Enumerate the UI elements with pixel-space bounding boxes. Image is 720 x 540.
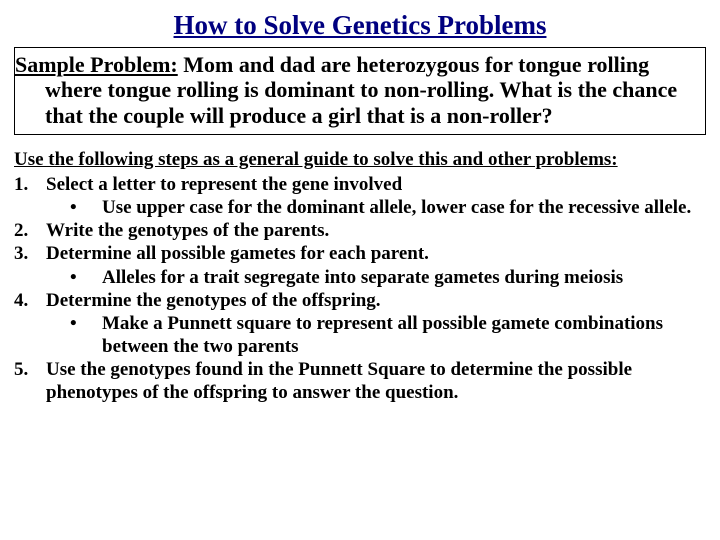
step-3: 3. Determine all possible gametes for ea… (14, 242, 706, 288)
step-1-sub: • Use upper case for the dominant allele… (46, 196, 706, 219)
bullet-icon: • (70, 196, 102, 219)
step-number: 2. (14, 219, 46, 242)
step-text: Determine the genotypes of the offspring… (46, 290, 381, 311)
guide-intro: Use the following steps as a general gui… (14, 149, 706, 171)
step-4-sub: • Make a Punnett square to represent all… (46, 312, 706, 358)
step-text: Write the genotypes of the parents. (46, 220, 329, 241)
bullet-icon: • (70, 266, 102, 289)
step-number: 1. (14, 173, 46, 219)
steps-list: 1. Select a letter to represent the gene… (14, 173, 706, 405)
step-2: 2. Write the genotypes of the parents. (14, 219, 706, 242)
step-3-sub: • Alleles for a trait segregate into sep… (46, 266, 706, 289)
step-number: 5. (14, 358, 46, 404)
step-text: Select a letter to represent the gene in… (46, 174, 402, 195)
step-number: 3. (14, 242, 46, 288)
step-5: 5. Use the genotypes found in the Punnet… (14, 358, 706, 404)
sample-problem-label: Sample Problem: (15, 52, 178, 77)
sub-text: Alleles for a trait segregate into separ… (102, 266, 706, 289)
step-4: 4. Determine the genotypes of the offspr… (14, 289, 706, 359)
step-text: Use the genotypes found in the Punnett S… (46, 359, 632, 403)
sub-text: Use upper case for the dominant allele, … (102, 196, 706, 219)
step-number: 4. (14, 289, 46, 359)
page-title: How to Solve Genetics Problems (14, 10, 706, 41)
step-text: Determine all possible gametes for each … (46, 243, 429, 264)
step-1: 1. Select a letter to represent the gene… (14, 173, 706, 219)
sub-text: Make a Punnett square to represent all p… (102, 312, 706, 358)
bullet-icon: • (70, 312, 102, 358)
sample-problem-box: Sample Problem: Mom and dad are heterozy… (14, 47, 706, 135)
